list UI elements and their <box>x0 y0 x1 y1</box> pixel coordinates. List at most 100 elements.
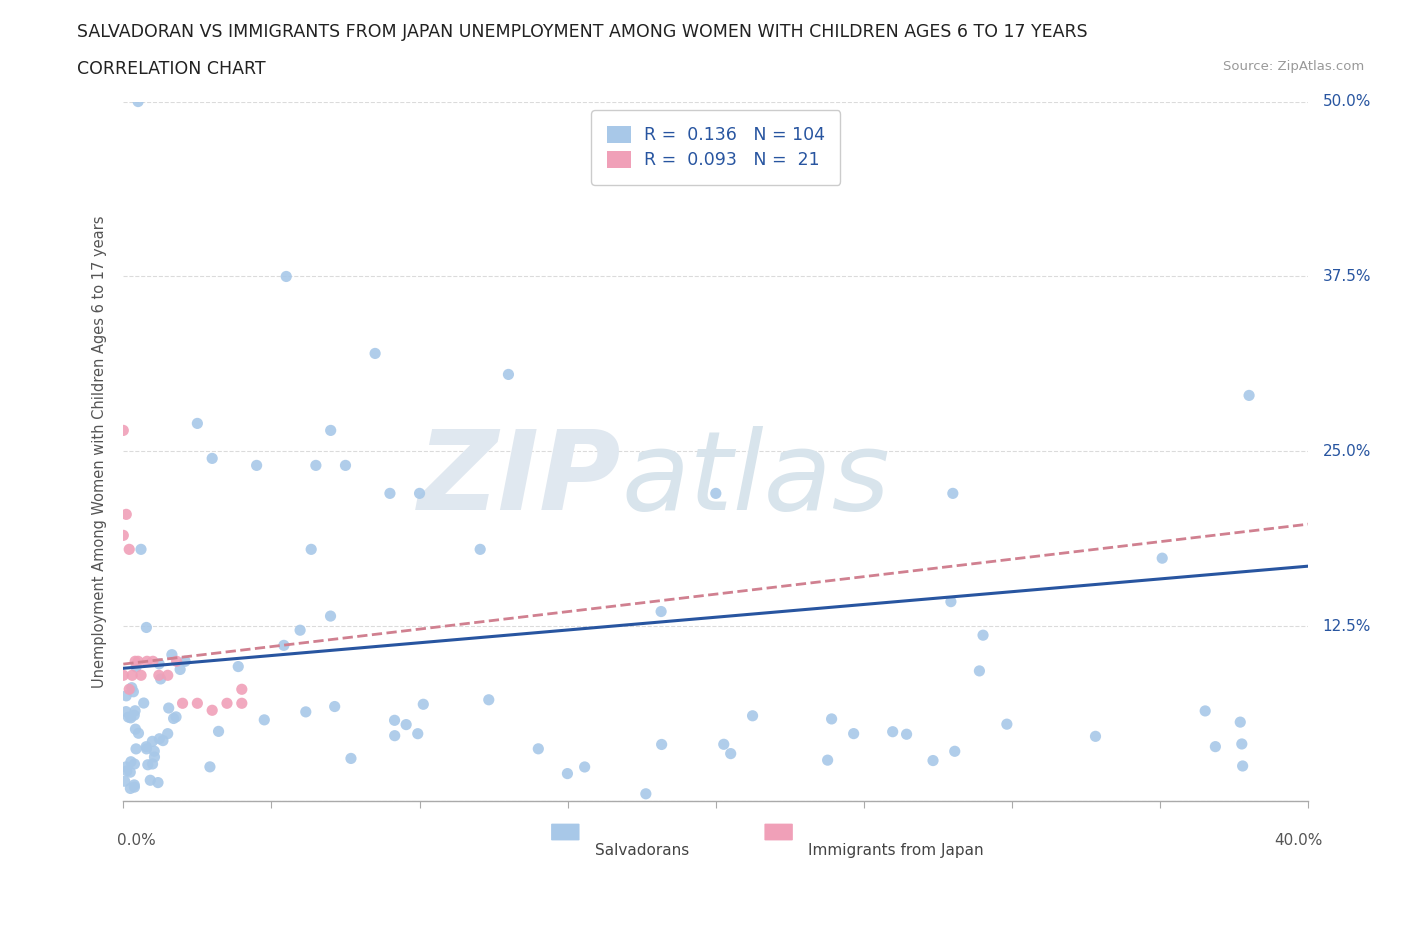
Point <box>720 746 742 761</box>
Point <box>294 704 316 719</box>
Point <box>152 733 174 748</box>
Point <box>201 451 224 466</box>
Point <box>634 787 657 802</box>
Text: 37.5%: 37.5% <box>1323 269 1371 284</box>
Point <box>124 779 146 794</box>
Point <box>146 775 169 790</box>
Point <box>127 94 149 109</box>
Point <box>148 668 170 683</box>
Point <box>231 682 253 697</box>
Point <box>470 542 492 557</box>
Point <box>246 458 269 472</box>
Text: Immigrants from Japan: Immigrants from Japan <box>769 844 984 858</box>
Point <box>115 507 138 522</box>
Point <box>207 724 229 738</box>
Point <box>527 741 550 756</box>
Point <box>299 542 322 557</box>
FancyBboxPatch shape <box>765 824 793 841</box>
Point <box>995 717 1018 732</box>
Point <box>896 726 918 741</box>
Point <box>215 696 238 711</box>
Point <box>125 659 148 674</box>
Point <box>273 638 295 653</box>
Text: 40.0%: 40.0% <box>1274 832 1323 848</box>
Point <box>122 708 145 723</box>
Point <box>141 734 163 749</box>
Point <box>115 760 138 775</box>
Point <box>112 528 135 543</box>
Point <box>148 657 170 671</box>
Point <box>120 764 142 779</box>
Point <box>132 696 155 711</box>
Point <box>319 608 342 623</box>
Point <box>149 671 172 686</box>
Point <box>406 726 429 741</box>
Point <box>114 774 136 789</box>
Point <box>922 753 945 768</box>
Point <box>340 751 363 766</box>
Text: Salvadorans: Salvadorans <box>555 844 689 858</box>
Point <box>574 760 596 775</box>
Point <box>412 697 434 711</box>
Point <box>115 704 138 719</box>
Point <box>1232 759 1254 774</box>
Point <box>305 458 328 472</box>
Point <box>741 709 763 724</box>
Point <box>253 712 276 727</box>
Point <box>120 754 142 769</box>
Point <box>842 726 865 741</box>
Point <box>143 744 166 759</box>
Point <box>1230 737 1253 751</box>
Point <box>124 654 146 669</box>
Point <box>942 486 965 501</box>
Point <box>160 647 183 662</box>
Point <box>122 777 145 792</box>
Point <box>129 668 152 683</box>
Point <box>364 346 387 361</box>
Point <box>1084 729 1107 744</box>
Point <box>1194 703 1216 718</box>
Point <box>166 654 188 669</box>
Point <box>156 726 179 741</box>
Point <box>882 724 904 739</box>
Point <box>162 711 184 726</box>
Point <box>198 760 221 775</box>
Point <box>127 725 149 740</box>
Text: CORRELATION CHART: CORRELATION CHART <box>77 60 266 78</box>
Point <box>115 688 138 703</box>
Point <box>121 680 143 695</box>
Point <box>112 668 135 683</box>
Point <box>1152 551 1174 565</box>
Text: 25.0%: 25.0% <box>1323 444 1371 458</box>
Point <box>120 711 142 725</box>
Text: 50.0%: 50.0% <box>1323 94 1371 109</box>
Point <box>335 458 357 472</box>
Point <box>704 486 727 501</box>
Point <box>117 710 139 724</box>
Point <box>135 620 157 635</box>
Point <box>231 696 253 711</box>
Text: 0.0%: 0.0% <box>117 832 156 848</box>
Point <box>557 766 579 781</box>
Point <box>118 682 141 697</box>
Point <box>124 722 146 737</box>
Text: SALVADORAN VS IMMIGRANTS FROM JAPAN UNEMPLOYMENT AMONG WOMEN WITH CHILDREN AGES : SALVADORAN VS IMMIGRANTS FROM JAPAN UNEM… <box>77 23 1088 41</box>
Point <box>395 717 418 732</box>
Point <box>112 423 135 438</box>
Point <box>384 728 406 743</box>
Point <box>651 737 673 751</box>
Point <box>124 757 146 772</box>
Point <box>169 662 191 677</box>
Point <box>165 710 187 724</box>
Point <box>120 781 142 796</box>
Point <box>478 692 501 707</box>
Point <box>713 737 735 751</box>
Point <box>323 699 346 714</box>
Point <box>972 628 994 643</box>
Point <box>122 684 145 699</box>
Point <box>127 654 149 669</box>
Point <box>121 668 143 683</box>
Point <box>201 703 224 718</box>
Point <box>157 700 180 715</box>
Point <box>136 654 159 669</box>
